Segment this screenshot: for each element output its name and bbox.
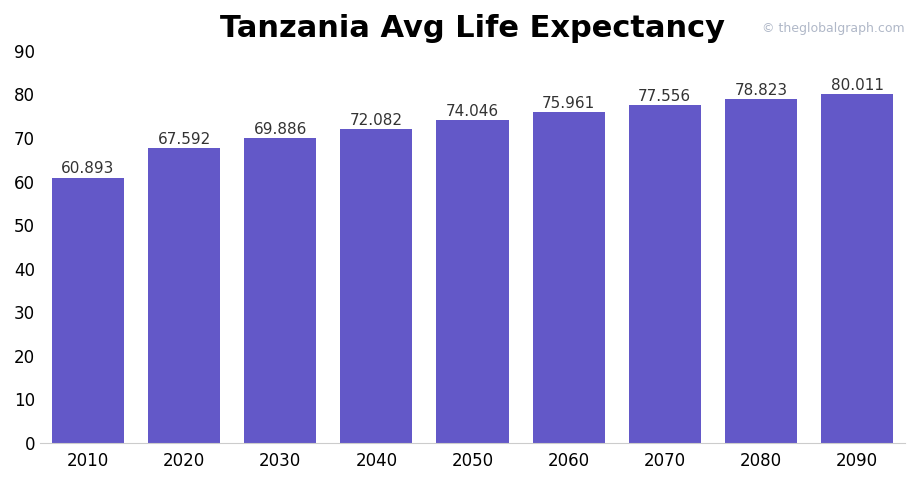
Text: 72.082: 72.082 xyxy=(350,113,403,128)
Text: 80.011: 80.011 xyxy=(831,78,883,93)
Bar xyxy=(821,94,893,443)
Text: © theglobalgraph.com: © theglobalgraph.com xyxy=(763,22,905,35)
Bar xyxy=(51,178,124,443)
Bar xyxy=(244,138,316,443)
Bar xyxy=(533,112,605,443)
Text: 74.046: 74.046 xyxy=(446,104,499,119)
Bar xyxy=(437,121,508,443)
Text: 69.886: 69.886 xyxy=(254,122,307,137)
Bar xyxy=(148,149,221,443)
Text: 77.556: 77.556 xyxy=(638,89,691,104)
Bar xyxy=(725,100,797,443)
Text: 78.823: 78.823 xyxy=(734,83,788,98)
Text: 75.961: 75.961 xyxy=(542,96,596,111)
Bar xyxy=(629,105,701,443)
Text: 67.592: 67.592 xyxy=(157,132,210,147)
Text: 60.893: 60.893 xyxy=(62,161,115,176)
Bar xyxy=(340,129,413,443)
Title: Tanzania Avg Life Expectancy: Tanzania Avg Life Expectancy xyxy=(220,14,725,43)
